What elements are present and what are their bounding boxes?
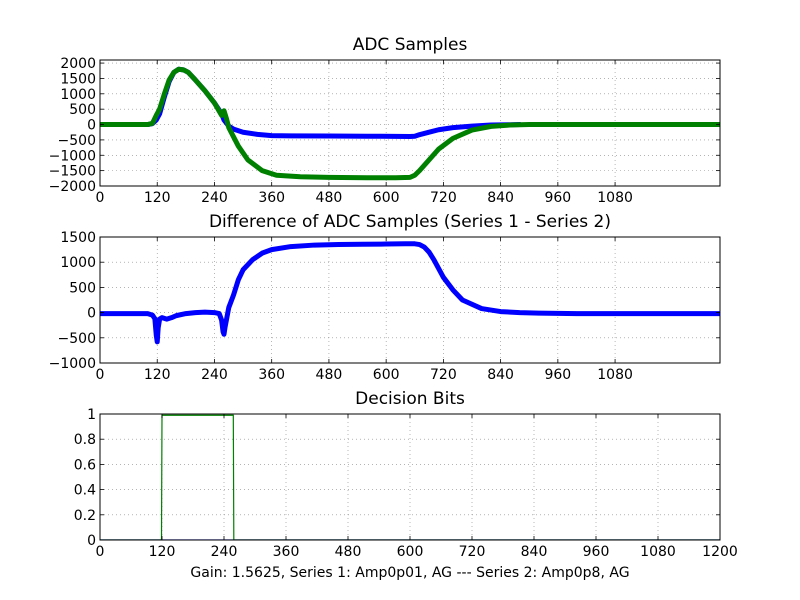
x-tick-label: 1080 [597,367,633,383]
y-tick-label: −1000 [49,356,96,372]
y-tick-label: 0.6 [74,457,96,473]
y-tick-label: 1000 [60,87,96,103]
x-tick-label: 240 [201,367,228,383]
x-tick-label: 960 [544,190,571,206]
x-tick-label: 0 [96,367,105,383]
chart-panel-0: 0 120 240 360 480 600 720 840 960 1080−2000−1500−… [49,35,721,206]
chart-panel-1: 0 120 240 360 480 600 720 840 960 1080 −1000 −500 0 5… [49,212,721,383]
x-tick-label: 1080 [597,190,633,206]
y-tick-label: 0 [87,533,96,549]
chart-title: ADC Samples [353,35,468,55]
x-tick-label: 120 [144,190,171,206]
plot-area [100,414,720,540]
x-tick-label: 1080 [640,544,676,560]
series-group [100,414,720,540]
chart-title: Decision Bits [355,389,465,409]
y-tick-label: 1500 [60,230,96,246]
y-tick-label: −1500 [49,164,96,180]
x-tick-label: 840 [521,544,548,560]
x-tick-label: 480 [316,367,343,383]
x-tick-label: 360 [258,367,285,383]
x-tick-label: 600 [373,190,400,206]
y-tick-label: −500 [58,331,96,347]
x-tick-label: 960 [544,367,571,383]
y-tick-label: 2000 [60,56,96,72]
x-tick-label: 480 [316,190,343,206]
y-tick-label: 0.4 [74,483,96,499]
x-tick-label: 120 [149,544,176,560]
x-tick-label: 360 [258,190,285,206]
y-tick-label: 0.8 [74,432,96,448]
x-tick-label: 840 [487,367,514,383]
x-tick-label: 600 [397,544,424,560]
x-tick-label: 720 [430,367,457,383]
y-tick-label: −2000 [49,179,96,195]
axes-frame [99,236,721,364]
series-group [100,66,720,181]
x-tick-label: 600 [373,367,400,383]
y-tick-label: 0.2 [74,508,96,524]
series-2-line [100,66,720,181]
x-tick-label: 480 [335,544,362,560]
y-tick-label: −1000 [49,148,96,164]
x-tick-label: 240 [201,190,228,206]
series-group [100,241,720,345]
x-tick-label: 360 [273,544,300,560]
series-2-line [100,414,720,540]
x-tick-label: 840 [487,190,514,206]
x-tick-label: 720 [430,190,457,206]
chart-title: Difference of ADC Samples (Series 1 - Se… [209,212,611,232]
y-tick-label: 0 [87,118,96,134]
x-tick-label: 240 [211,544,238,560]
x-tick-label: 960 [583,544,610,560]
figure-caption: Gain: 1.5625, Series 1: Amp0p01, AG --- … [190,565,629,581]
y-tick-label: 500 [69,102,96,118]
x-tick-label: 720 [459,544,486,560]
x-tick-label: 0 [96,190,105,206]
series-1-line [100,241,720,345]
chart-panel-2: 0 120 240 360 480 600 720 840 960 1080 1200 0 0.2 0.4… [74,389,738,560]
axes-frame [99,59,721,187]
y-tick-label: −500 [58,133,96,149]
y-tick-label: 1500 [60,71,96,87]
x-tick-label: 0 [96,544,105,560]
x-tick-label: 120 [144,367,171,383]
y-tick-label: 1000 [60,255,96,271]
x-tick-label: 1200 [702,544,738,560]
y-tick-label: 0 [87,306,96,322]
y-tick-label: 500 [69,280,96,296]
y-tick-label: 1 [87,407,96,423]
plot-area [100,237,720,363]
